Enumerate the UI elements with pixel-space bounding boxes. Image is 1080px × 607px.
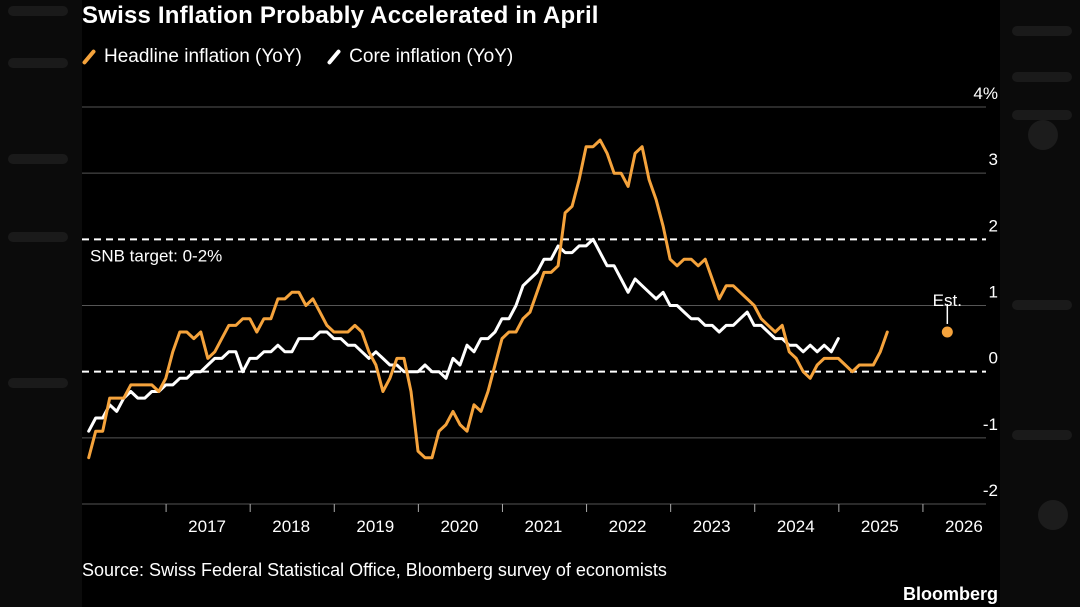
legend-item-core: Core inflation (YoY)	[327, 46, 513, 68]
line-chart: 4% 3 2 1 0 -1 -2 2017 2018 2019 2020 2021 2022 2023 20…	[82, 84, 998, 536]
bloomberg-logo: Bloomberg	[902, 584, 998, 604]
background-left-edge	[0, 0, 82, 607]
y-tick-label: -2	[983, 481, 998, 500]
estimate-label: Est.	[933, 291, 962, 310]
estimate-point	[941, 326, 953, 338]
snb-target-label: SNB target: 0-2%	[90, 246, 222, 265]
y-tick-label: 2	[989, 216, 998, 235]
legend-item-headline: Headline inflation (YoY)	[82, 46, 302, 68]
chart-title: Swiss Inflation Probably Accelerated in …	[82, 2, 599, 29]
headline-inflation-line	[87, 138, 889, 460]
x-tick-label: 2020	[440, 517, 478, 536]
y-tick-label: 1	[989, 283, 998, 302]
legend-label-core: Core inflation (YoY)	[349, 46, 514, 67]
legend-label-headline: Headline inflation (YoY)	[104, 46, 302, 67]
chart-panel: Swiss Inflation Probably Accelerated in …	[82, 0, 1000, 607]
x-tick-label: 2026	[945, 517, 983, 536]
y-tick-label: 3	[989, 150, 998, 169]
core-inflation-line	[87, 237, 840, 433]
x-tick-label: 2021	[525, 517, 563, 536]
y-tick-label: 4%	[973, 84, 998, 103]
x-tick-label: 2023	[693, 517, 731, 536]
x-tick-label: 2024	[777, 517, 815, 536]
y-tick-label: -1	[983, 415, 998, 434]
x-tick-label: 2017	[188, 517, 226, 536]
legend: Headline inflation (YoY) Core inflation …	[82, 46, 533, 70]
background-right-edge	[998, 0, 1080, 607]
y-tick-label: 0	[989, 349, 998, 368]
x-tick-label: 2018	[272, 517, 310, 536]
x-tick-label: 2019	[356, 517, 394, 536]
source-note: Source: Swiss Federal Statistical Office…	[82, 560, 667, 580]
x-tick-label: 2025	[861, 517, 899, 536]
x-tick-label: 2022	[609, 517, 647, 536]
